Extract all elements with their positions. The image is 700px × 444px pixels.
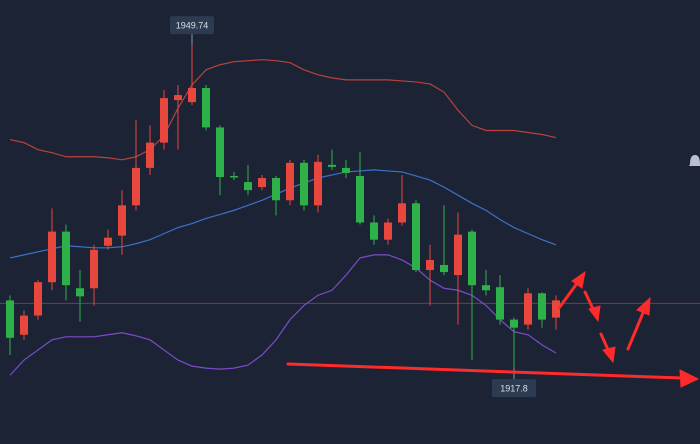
annotation-label: 1917.8	[500, 384, 528, 394]
candle-body	[6, 300, 14, 338]
candle-body	[524, 293, 532, 325]
bell[interactable]	[689, 155, 700, 166]
annotation-box	[170, 16, 214, 35]
arrow-head	[636, 296, 651, 316]
candle-body	[230, 175, 238, 178]
annotation-box	[492, 379, 536, 398]
candle-body	[552, 300, 560, 318]
candle-body	[370, 222, 378, 240]
arrow-head	[602, 346, 616, 364]
bell-icon[interactable]	[689, 155, 700, 166]
candle-body	[244, 182, 252, 191]
hand-drawn-arrows	[286, 270, 700, 388]
candle-body	[20, 315, 28, 335]
candle-body	[468, 231, 476, 286]
candle-body	[328, 164, 336, 167]
candle-body	[174, 95, 182, 101]
arrow-head	[679, 369, 700, 388]
candle-body	[454, 234, 462, 276]
arrow-line	[286, 362, 684, 380]
candle-body	[160, 98, 168, 143]
candle-body	[34, 282, 42, 316]
candle-body	[216, 127, 224, 177]
candle-body	[132, 167, 140, 206]
candle-body	[62, 231, 70, 286]
candle-body	[76, 288, 84, 297]
candle-body	[538, 293, 546, 320]
arrow-head	[588, 305, 601, 323]
candle-body	[300, 162, 308, 206]
candle-body	[356, 175, 364, 223]
candle-body	[496, 287, 504, 320]
candle-body	[342, 167, 350, 173]
arrow-line	[557, 280, 580, 310]
band-lower	[9, 254, 557, 376]
candle-body	[202, 87, 210, 128]
candle-body	[510, 319, 518, 328]
candle-body	[104, 237, 112, 246]
candle-body	[412, 203, 420, 271]
candle-body	[482, 285, 490, 291]
band-middle	[9, 169, 557, 259]
candle-body	[90, 249, 98, 289]
arrow-head	[571, 270, 586, 289]
candle-body	[286, 162, 294, 201]
candle-body	[398, 203, 406, 223]
annotation-label: 1949.74	[176, 20, 209, 30]
candle-body	[48, 231, 56, 283]
candle-body	[384, 222, 392, 240]
candle-body	[272, 178, 280, 201]
candle-body	[118, 205, 126, 236]
candle-body	[426, 259, 434, 271]
candle-body	[314, 161, 322, 206]
candle-body	[258, 178, 266, 188]
band-upper	[9, 59, 557, 161]
arrow-line	[626, 311, 645, 351]
candle-body	[440, 264, 448, 273]
plot-area: 1949.74 1917.8	[0, 16, 700, 398]
candle-body	[146, 142, 154, 168]
candle-body	[188, 87, 196, 103]
